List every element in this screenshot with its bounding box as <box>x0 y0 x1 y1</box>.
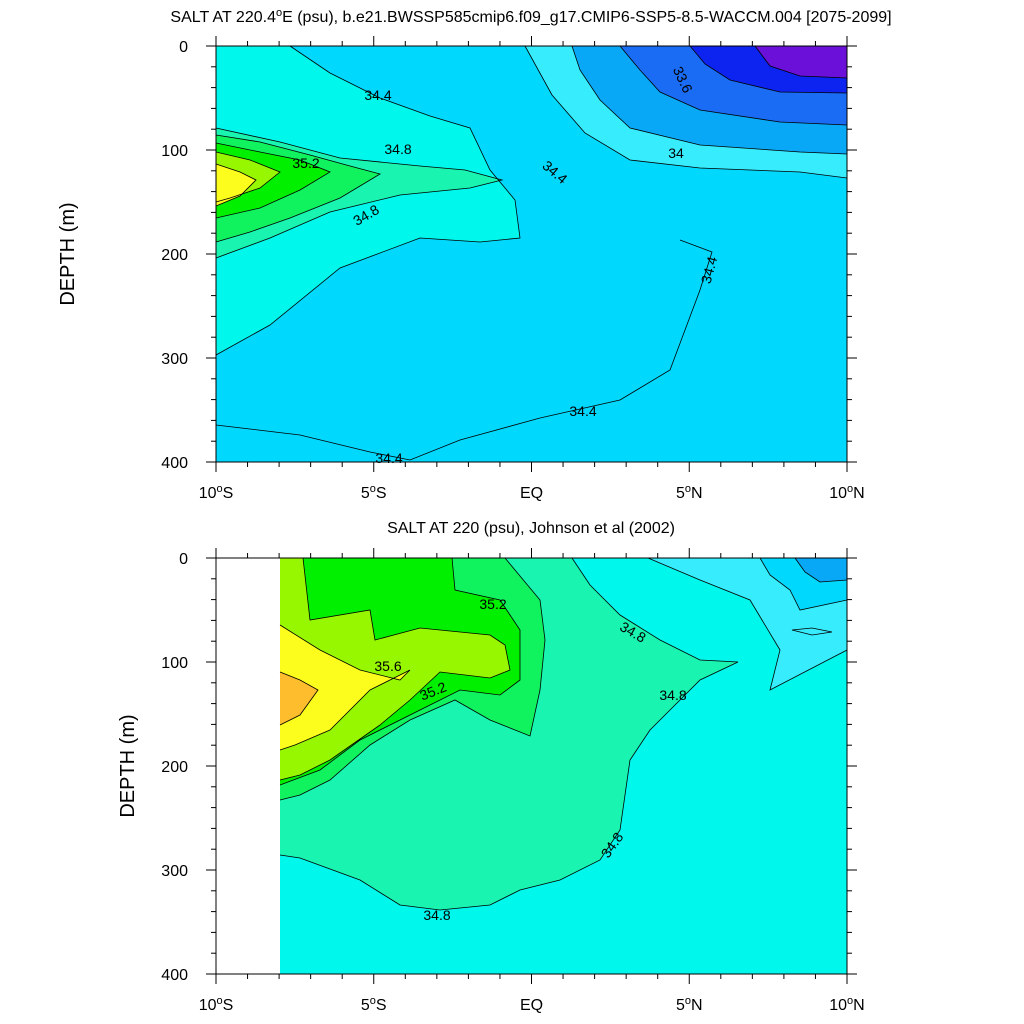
bottom-xtick-label: 10oS <box>199 995 234 1014</box>
bottom-xtick-label: 10oN <box>829 995 864 1014</box>
bottom-xtick-label: EQ <box>520 997 543 1014</box>
top-y-axis-label: DEPTH (m) <box>57 202 79 305</box>
bottom-axes: 0 100 200 300 400 10oS 5oS EQ 5oN 10oN <box>161 548 865 1014</box>
top-clabel-10: 34.4 <box>375 450 402 466</box>
top-ytick-label: 0 <box>179 39 188 56</box>
top-xtick-label: EQ <box>520 485 543 502</box>
bottom-clabel-1: 35.2 <box>479 596 506 612</box>
top-fill-33-6 <box>755 46 847 78</box>
bottom-xtick-label: 5oN <box>676 995 703 1014</box>
bottom-y-axis-label: DEPTH (m) <box>117 714 139 817</box>
top-ytick-label: 100 <box>161 143 188 160</box>
top-xtick-label: 5oS <box>361 483 387 502</box>
top-clabel-1: 34.4 <box>364 87 391 103</box>
bottom-contour-lines <box>279 557 848 911</box>
bottom-fill-36-0 <box>280 672 318 725</box>
top-axes: 0 100 200 300 400 10oS 5oS EQ 5oN 10oN <box>161 36 865 502</box>
top-xtick-label: 5oN <box>676 483 703 502</box>
bottom-clabel-7: 34.8 <box>423 907 450 923</box>
top-fill-35-8 <box>216 164 256 206</box>
top-clabel-3: 35.2 <box>292 155 319 171</box>
bottom-xtick-label: 5oS <box>361 995 387 1014</box>
top-clabel-8: 34 <box>668 145 684 161</box>
bottom-ytick-label: 200 <box>161 759 188 776</box>
top-xtick-label: 10oS <box>199 483 234 502</box>
bottom-fill-35-8 <box>280 625 410 750</box>
bottom-ytick-label: 100 <box>161 655 188 672</box>
top-contour-lines <box>215 45 848 461</box>
top-contour-plot: 34.4 34.8 35.2 34.8 34.4 34.4 33.6 34 34… <box>215 45 848 466</box>
bottom-clabel-3: 35.6 <box>374 658 401 674</box>
bottom-panel-title: SALT AT 220 (psu), Johnson et al (2002) <box>387 520 675 537</box>
bottom-ytick-label: 400 <box>161 967 188 984</box>
top-ytick-label: 300 <box>161 351 188 368</box>
bottom-contour-plot: 35.2 34.8 35.6 35.2 34.8 34.8 34.8 <box>279 557 848 974</box>
bottom-fill-35-6 <box>280 558 510 780</box>
top-panel-title: SALT AT 220.4oE (psu), b.e21.BWSSP585cmi… <box>170 7 891 26</box>
bottom-clabel-5: 34.8 <box>659 687 686 703</box>
bottom-ytick-label: 300 <box>161 863 188 880</box>
top-clabel-9: 34.4 <box>569 403 596 419</box>
top-ytick-label: 400 <box>161 455 188 472</box>
top-clabel-2: 34.8 <box>384 141 411 157</box>
top-xtick-label: 10oN <box>829 483 864 502</box>
top-clabel-6: 34.4 <box>698 255 721 286</box>
top-ytick-label: 200 <box>161 247 188 264</box>
bottom-fill-34-2 <box>795 558 847 582</box>
bottom-ytick-label: 0 <box>179 551 188 568</box>
